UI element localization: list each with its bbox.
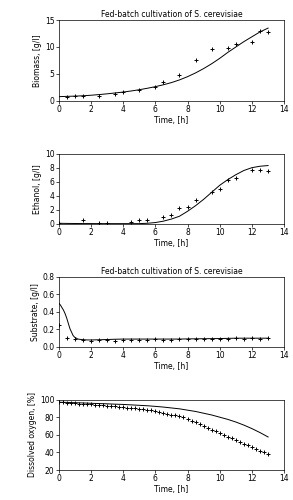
X-axis label: Time, [h]: Time, [h]: [154, 362, 188, 370]
X-axis label: Time, [h]: Time, [h]: [154, 484, 188, 494]
Y-axis label: Substrate, [g/l]: Substrate, [g/l]: [30, 283, 40, 341]
Title: Fed-batch cultivation of S. cerevisiae: Fed-batch cultivation of S. cerevisiae: [100, 267, 242, 276]
Y-axis label: Ethanol, [g/l]: Ethanol, [g/l]: [33, 164, 42, 214]
X-axis label: Time, [h]: Time, [h]: [154, 238, 188, 248]
Title: Fed-batch cultivation of S. cerevisiae: Fed-batch cultivation of S. cerevisiae: [100, 10, 242, 19]
Y-axis label: Dissolved oxygen, [%]: Dissolved oxygen, [%]: [28, 392, 37, 478]
Y-axis label: Biomass, [g/l]: Biomass, [g/l]: [33, 34, 42, 87]
X-axis label: Time, [h]: Time, [h]: [154, 116, 188, 124]
